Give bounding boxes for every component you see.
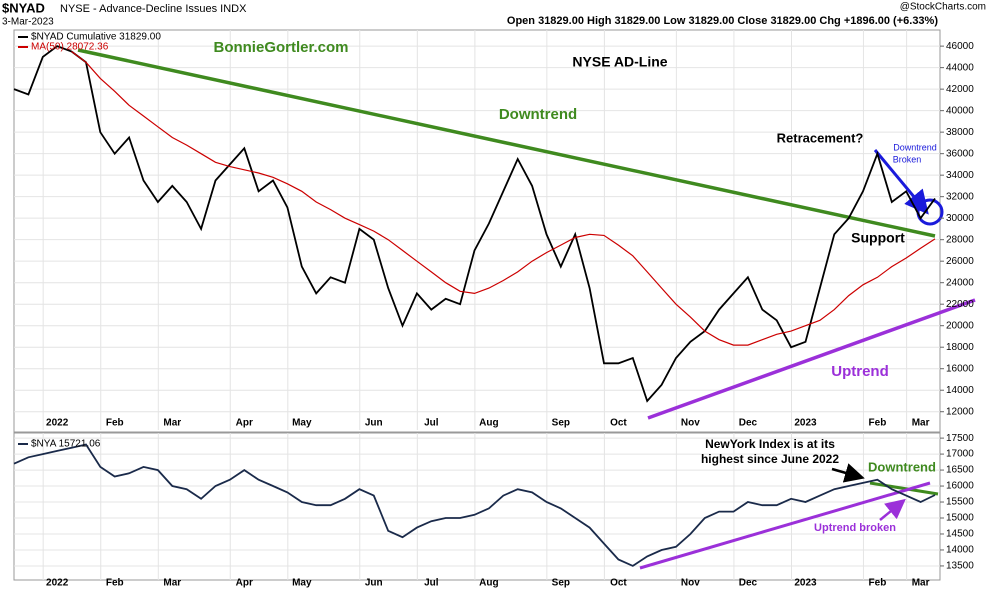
y-tick-label: 13500: [946, 561, 974, 572]
y-tick-label: 16000: [946, 363, 974, 374]
note: NewYork Index is at its: [705, 437, 835, 451]
y-tick-label: 22000: [946, 299, 974, 310]
x-tick-label: Dec: [739, 578, 758, 589]
x-tick-label: 2022: [46, 418, 69, 429]
x-tick-label: Jun: [365, 418, 383, 429]
uptrend-broken-label: Uptrend broken: [814, 522, 896, 534]
y-tick-label: 18000: [946, 342, 974, 353]
series-line: [13, 45, 936, 403]
y-tick-label: 46000: [946, 41, 974, 52]
x-tick-label: 2023: [794, 578, 817, 589]
y-tick-label: 12000: [946, 406, 974, 417]
y-tick-label: 38000: [946, 127, 974, 138]
y-tick-label: 34000: [946, 170, 974, 181]
uptrend-line: [647, 298, 976, 420]
y-tick-label: 14000: [946, 385, 974, 396]
site: BonnieGortler.com: [213, 39, 348, 56]
quote: Open 31829.00 High 31829.00 Low 31829.00…: [507, 15, 938, 27]
x-tick-label: Mar: [163, 578, 181, 589]
broken-label: Broken: [893, 154, 922, 164]
y-tick-label: 30000: [946, 213, 974, 224]
x-tick-label: Jun: [365, 578, 383, 589]
x-tick-label: Nov: [681, 578, 700, 589]
x-tick-label: Apr: [236, 578, 253, 589]
y-tick-label: 42000: [946, 84, 974, 95]
y-tick-label: 15000: [946, 513, 974, 524]
x-tick-label: Mar: [163, 418, 181, 429]
x-tick-label: May: [292, 418, 312, 429]
support-label: Support: [851, 230, 905, 246]
y-tick-label: 28000: [946, 234, 974, 245]
uptrend-line-2: [639, 481, 931, 570]
x-tick-label: Mar: [912, 418, 930, 429]
y-tick-label: 36000: [946, 148, 974, 159]
y-tick-label: 16500: [946, 465, 974, 476]
uptrend-label: Uptrend: [831, 363, 889, 380]
x-tick-label: 2022: [46, 578, 69, 589]
y-tick-label: 40000: [946, 105, 974, 116]
y-tick-label: 24000: [946, 277, 974, 288]
legend-label: $NYAD Cumulative 31829.00: [31, 32, 161, 43]
annotation-title: NYSE AD-Line: [572, 54, 667, 70]
symbol-name: NYSE - Advance-Decline Issues INDX: [60, 3, 247, 15]
x-tick-label: Nov: [681, 418, 700, 429]
source: @StockCharts.com: [900, 2, 986, 13]
x-tick-label: Oct: [610, 578, 627, 589]
downtrend-line: [77, 48, 936, 238]
panel-bottom: [13, 432, 941, 581]
x-tick-label: 2023: [794, 418, 817, 429]
y-tick-label: 16000: [946, 481, 974, 492]
y-tick-label: 26000: [946, 256, 974, 267]
y-tick-label: 20000: [946, 320, 974, 331]
y-tick-label: 15500: [946, 497, 974, 508]
break-arrow: [873, 149, 929, 215]
x-tick-label: Dec: [739, 418, 758, 429]
downtrend-label-2: Downtrend: [868, 459, 936, 474]
x-tick-label: Sep: [552, 418, 570, 429]
x-tick-label: Sep: [552, 578, 570, 589]
x-tick-label: Feb: [106, 578, 124, 589]
legend-label: $NYA 15721.06: [31, 439, 101, 450]
x-tick-label: Feb: [869, 578, 887, 589]
y-tick-label: 17000: [946, 449, 974, 460]
note: highest since June 2022: [701, 452, 839, 466]
x-tick-label: Mar: [912, 578, 930, 589]
y-tick-label: 32000: [946, 191, 974, 202]
series-line: [71, 51, 936, 346]
note-arrow: [831, 463, 865, 483]
downtrend-line-2: [869, 481, 939, 496]
legend-label: MA(50) 28072.36: [31, 42, 109, 53]
x-tick-label: Aug: [479, 418, 498, 429]
y-tick-label: 14000: [946, 545, 974, 556]
y-tick-label: 17500: [946, 433, 974, 444]
panel-top: [13, 29, 941, 433]
x-tick-label: Feb: [869, 418, 887, 429]
broken-label: Downtrend: [893, 142, 937, 152]
x-tick-label: Jul: [424, 418, 439, 429]
y-tick-label: 44000: [946, 62, 974, 73]
x-tick-label: Apr: [236, 418, 253, 429]
x-tick-label: May: [292, 578, 312, 589]
x-tick-label: Oct: [610, 418, 627, 429]
date: 3-Mar-2023: [2, 17, 54, 28]
series-line: [13, 443, 936, 567]
downtrend-label: Downtrend: [499, 106, 577, 123]
x-tick-label: Aug: [479, 578, 498, 589]
x-tick-label: Feb: [106, 418, 124, 429]
retracement-label: Retracement?: [777, 130, 864, 145]
x-tick-label: Jul: [424, 578, 439, 589]
y-tick-label: 14500: [946, 529, 974, 540]
grid: [14, 30, 940, 580]
symbol: $NYAD: [2, 0, 45, 15]
broken-arrow: [879, 498, 906, 521]
